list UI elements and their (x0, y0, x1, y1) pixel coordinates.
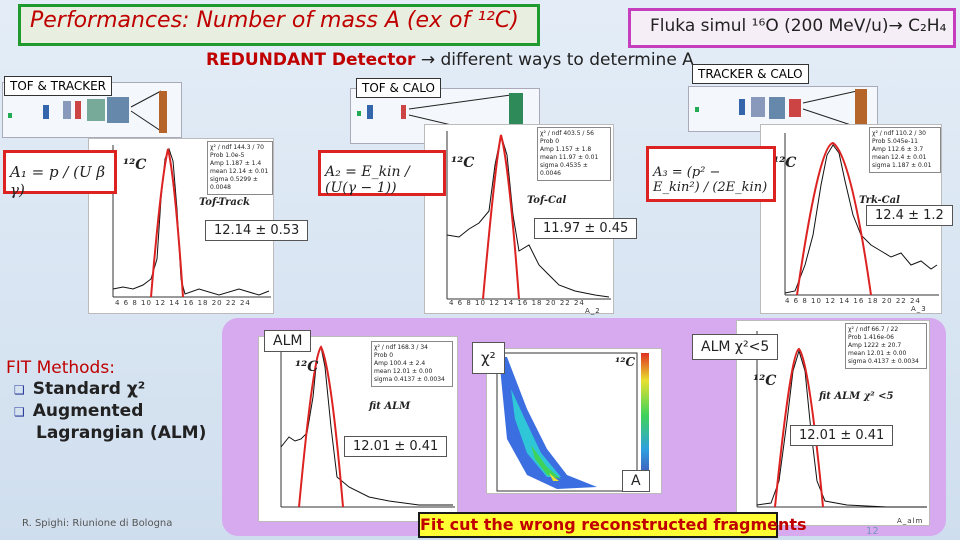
stat-line: χ² / ndf 168.3 / 34 (374, 344, 428, 351)
fit-method-label: Standard χ² (32, 379, 146, 399)
fit-method-item: ❑ Augmented (6, 401, 206, 423)
histogram-plot (784, 133, 939, 296)
plot-tag-trk-cal: Trk-Cal (859, 195, 900, 206)
stat-line: mean 12.4 ± 0.01 (872, 154, 927, 161)
stat-line: χ² / ndf 144.3 / 70 (210, 144, 264, 151)
fluka-box (628, 8, 956, 48)
fit-cut-banner: Fit cut the wrong reconstructed fragment… (418, 512, 807, 538)
stat-line: χ² / ndf 66.7 / 22 (848, 326, 899, 333)
x-axis-ticks: 4 6 8 10 12 14 16 18 20 22 24 (785, 297, 921, 305)
histogram-plot (280, 345, 455, 508)
label-chi2: χ² (472, 342, 505, 374)
stat-line: sigma 0.5299 ± 0.0048 (210, 176, 258, 191)
histogram-plot (112, 145, 271, 298)
stat-line: mean 12.01 ± 0.00 (374, 368, 433, 375)
formula-a1: A₁ = p / (U β γ) (3, 150, 117, 199)
stat-line: sigma 0.4137 ± 0.0034 (848, 358, 919, 365)
stat-line: mean 12.01 ± 0.00 (848, 350, 907, 357)
stat-line: χ² / ndf 403.5 / 56 (540, 130, 594, 137)
stat-line: mean 11.97 ± 0.01 (540, 154, 599, 161)
fit-method-item-cont: Lagrangian (ALM) (36, 423, 207, 443)
chi2-scatter-plot: ¹²C (486, 348, 662, 494)
stat-line: mean 12.14 ± 0.01 (210, 168, 269, 175)
footer-author: R. Spighi: Riunione di Bologna (22, 518, 173, 529)
title-box (18, 4, 540, 46)
plot-c12-label: ¹²C (615, 355, 636, 369)
stat-line: Amp 100.4 ± 2.4 (374, 360, 426, 367)
stats-box-3: χ² / ndf 110.2 / 30 Prob 5.045e-11 Amp 1… (869, 127, 941, 173)
stat-line: Prob 0 (374, 352, 394, 359)
plot-c12-label: ¹²C (451, 155, 475, 171)
stat-line: sigma 1.187 ± 0.01 (872, 162, 932, 169)
value-trk-cal: 12.4 ± 1.2 (866, 205, 953, 226)
plot-tag-fit-alm-chi2: fit ALM χ² <5 (819, 391, 894, 402)
stat-line: Amp 112.6 ± 3.7 (872, 146, 924, 153)
fit-method-item: ❑ Standard χ² (6, 379, 206, 401)
fit-methods-heading: FIT Methods: (6, 358, 115, 378)
plot-c12-label: ¹²C (753, 373, 777, 389)
label-alm: ALM (264, 330, 312, 352)
stat-line: Amp 1.187 ± 1.4 (210, 160, 262, 167)
redundant-line: REDUNDANT Detector → different ways to d… (206, 50, 694, 70)
checkbox-bullet-icon: ❑ (14, 405, 25, 419)
formula-a3: A₃ = (p² − E_kin²) / (2E_kin) (646, 146, 776, 202)
stat-line: Prob 5.045e-11 (872, 138, 918, 145)
label-alm-chi2: ALM χ²<5 (692, 334, 779, 360)
stat-line: Amp 1.157 ± 1.8 (540, 146, 592, 153)
redundant-rest: → different ways to determine A (415, 50, 694, 70)
plot-c12-label: ¹²C (123, 157, 147, 173)
value-fit-alm: 12.01 ± 0.41 (344, 436, 448, 457)
stat-line: Prob 0 (540, 138, 560, 145)
stats-box-5: χ² / ndf 66.7 / 22 Prob 1.416e-06 Amp 12… (845, 323, 927, 369)
x-axis-title: A_2 (585, 307, 601, 315)
stats-box-4: χ² / ndf 168.3 / 34 Prob 0 Amp 100.4 ± 2… (371, 341, 453, 387)
x-axis-ticks: 4 6 8 10 12 14 16 18 20 22 24 (449, 299, 585, 307)
plot-c12-label: ¹²C (295, 359, 319, 375)
fit-methods-list: FIT Methods: ❑ Standard χ² ❑ Augmented Lag… (6, 358, 206, 444)
slide-title: Performances: Number of mass A (ex of ¹²… (30, 8, 519, 33)
value-tof-track: 12.14 ± 0.53 (205, 220, 309, 241)
checkbox-bullet-icon: ❑ (14, 383, 25, 397)
stat-line: sigma 0.4535 ± 0.0046 (540, 162, 588, 177)
redundant-bold: REDUNDANT Detector (206, 50, 416, 70)
stat-line: sigma 0.4137 ± 0.0034 (374, 376, 445, 383)
detector-icon (8, 90, 167, 133)
stat-line: Prob 1.416e-06 (848, 334, 894, 341)
x-axis-ticks: 4 6 8 10 12 14 16 18 20 22 24 (115, 299, 251, 307)
x-axis-title: A_3 (911, 305, 927, 313)
plot-tag-fit-alm: fit ALM (369, 401, 411, 412)
label-tof-calo: TOF & CALO (356, 78, 441, 98)
value-fit-alm-chi2: 12.01 ± 0.41 (790, 425, 894, 446)
label-a: A (622, 470, 650, 492)
label-tof-tracker: TOF & TRACKER (4, 76, 113, 96)
stats-box-2: χ² / ndf 403.5 / 56 Prob 0 Amp 1.157 ± 1… (537, 127, 611, 181)
plot-tag-tof-cal: Tof-Cal (527, 195, 567, 206)
histogram-fit-alm: χ² / ndf 168.3 / 34 Prob 0 Amp 100.4 ± 2… (258, 336, 458, 522)
stat-line: Amp 1222 ± 20.7 (848, 342, 902, 349)
formula-a2: A₂ = E_kin / (U(γ − 1)) (318, 150, 446, 196)
stat-line: χ² / ndf 110.2 / 30 (872, 130, 926, 137)
plot-c12-label: ¹²C (773, 155, 797, 171)
scatter-plot (496, 352, 649, 492)
detector-icon (695, 89, 867, 129)
x-axis-title: A_alm (897, 517, 924, 525)
plot-tag-tof-track: Tof-Track (199, 197, 250, 208)
label-tracker-calo: TRACKER & CALO (692, 64, 809, 84)
fluka-label: Fluka simul ¹⁶O (200 MeV/u)→ C₂H₄ (650, 16, 947, 36)
value-tof-cal: 11.97 ± 0.45 (534, 218, 638, 239)
histogram-plot (446, 131, 611, 300)
stat-line: Prob 1.0e-5 (210, 152, 245, 159)
stats-box-1: χ² / ndf 144.3 / 70 Prob 1.0e-5 Amp 1.18… (207, 141, 273, 195)
page-number: 12 (866, 526, 879, 537)
fit-method-label: Augmented (32, 401, 144, 421)
